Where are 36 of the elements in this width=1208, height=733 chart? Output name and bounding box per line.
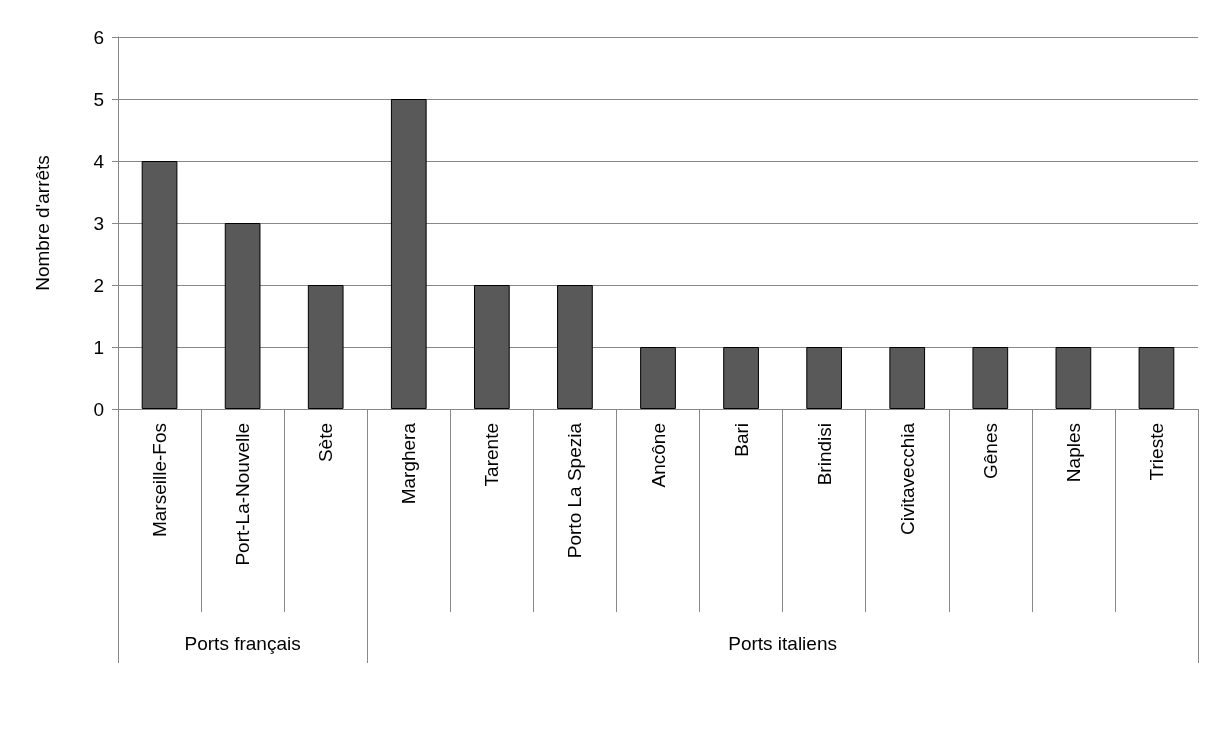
- x-tick-label: Gênes: [979, 423, 1001, 479]
- x-tick-label: Marseille-Fos: [149, 423, 171, 538]
- x-tick-label: Ancône: [647, 423, 669, 488]
- text: Ports français: [183, 633, 302, 655]
- y-tick-label: 4: [93, 150, 105, 172]
- x-tick-label: Marghera: [398, 422, 420, 505]
- bar: [889, 347, 926, 409]
- bar: [1055, 347, 1092, 409]
- bar: [473, 285, 510, 409]
- y-tick-label: 5: [93, 88, 104, 110]
- x-tick-label: Bari: [730, 423, 752, 457]
- x-tick-label: Porto La Spezia: [564, 422, 586, 559]
- bar: [390, 99, 427, 409]
- x-tick-label: Brindisi: [813, 423, 835, 486]
- text: Ports italiens: [727, 633, 838, 655]
- bar: [1138, 347, 1175, 409]
- bar: [141, 161, 178, 409]
- bar: [224, 223, 261, 409]
- bar: [640, 347, 676, 409]
- x-tick-label: Tarente: [481, 423, 503, 487]
- y-axis-title: Nombre d'arrêts: [32, 155, 53, 291]
- x-tick-label: Civitavecchia: [896, 422, 918, 535]
- x-tick-label: Naples: [1062, 423, 1084, 483]
- y-tick-label: 6: [93, 26, 104, 48]
- bar: [307, 285, 344, 409]
- bar: [806, 347, 843, 409]
- y-tick-label: 1: [93, 336, 104, 358]
- y-tick-label: 3: [93, 212, 104, 234]
- bar: [972, 347, 1009, 409]
- x-tick-label: Port-La-Nouvelle: [232, 423, 254, 566]
- bar: [557, 285, 593, 409]
- y-tick-label: 2: [93, 274, 104, 296]
- x-tick-label: Trieste: [1145, 423, 1167, 481]
- y-tick-label: 0: [93, 398, 104, 420]
- x-tick-label: Sète: [315, 423, 337, 463]
- bar: [723, 347, 759, 409]
